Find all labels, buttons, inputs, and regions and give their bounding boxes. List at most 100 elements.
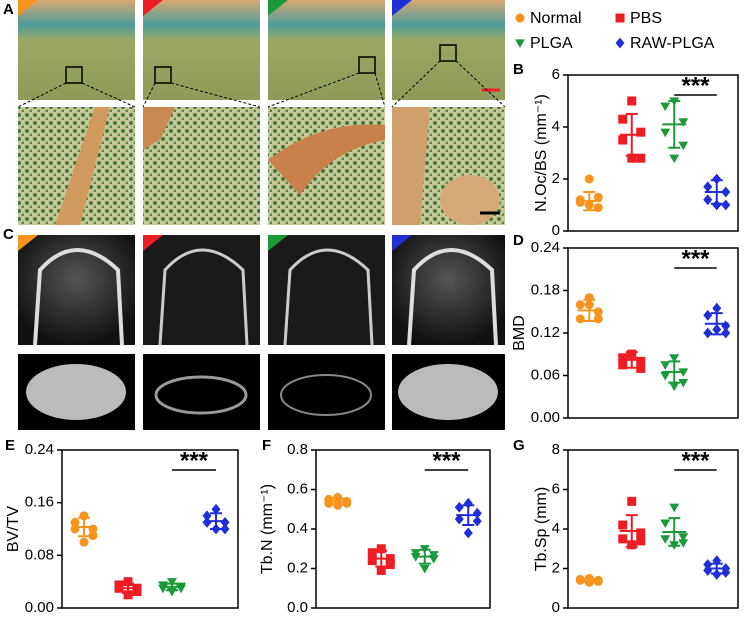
y-tick-label: 0.00 — [531, 409, 560, 426]
plot-frame — [567, 74, 739, 232]
point — [385, 560, 395, 570]
point — [202, 510, 212, 522]
point — [669, 382, 680, 392]
y-tick-label: 0.2 — [287, 559, 308, 576]
point — [575, 314, 585, 324]
point — [669, 154, 680, 164]
point — [660, 128, 671, 138]
error-bar — [668, 517, 681, 547]
point — [721, 567, 731, 578]
point — [660, 519, 671, 529]
point — [123, 590, 133, 600]
point — [636, 528, 646, 538]
y-tick-label: 0.00 — [25, 599, 54, 616]
error-bar — [166, 582, 178, 592]
histology-top — [18, 0, 505, 100]
y-tick-label: 0.0 — [287, 599, 308, 616]
y-tick-label: 0 — [552, 222, 560, 239]
error-bar — [668, 360, 681, 384]
point — [660, 371, 671, 381]
point — [176, 584, 186, 594]
panel-label: D — [513, 232, 524, 249]
point — [703, 309, 713, 321]
y-tick-label: 2 — [552, 559, 560, 576]
error-bar — [583, 577, 596, 583]
y-tick-label: 0.12 — [531, 324, 560, 341]
plot-frame — [61, 449, 239, 609]
error-bar — [668, 100, 681, 149]
error-bar — [625, 514, 638, 548]
point — [636, 127, 646, 137]
y-tick-label: 0.4 — [287, 520, 308, 537]
point — [669, 503, 680, 513]
y-tick-label: 0.24 — [25, 441, 54, 458]
error-bar — [122, 582, 134, 594]
point — [70, 517, 80, 527]
error-bar — [331, 497, 344, 506]
point — [712, 302, 722, 314]
panel-label: G — [513, 437, 525, 454]
panel-label: B — [513, 61, 524, 78]
point — [593, 314, 603, 324]
y-tick-label: 6 — [552, 480, 560, 497]
point — [712, 199, 722, 211]
micro-ct — [18, 235, 505, 430]
point — [678, 378, 689, 388]
point — [678, 141, 689, 151]
point — [636, 153, 646, 163]
legend-label: RAW-PLGA — [630, 35, 715, 52]
image-panels: A C — [3, 0, 506, 430]
error-bar — [625, 113, 638, 157]
point — [618, 360, 628, 370]
error-bar — [78, 516, 90, 538]
point — [678, 118, 689, 127]
error-bar — [583, 191, 596, 212]
point — [721, 199, 731, 211]
point — [123, 577, 133, 587]
point — [636, 536, 646, 546]
significance-label: *** — [180, 447, 209, 474]
point — [627, 496, 637, 506]
point — [367, 556, 377, 566]
panel-label: A — [3, 1, 14, 18]
point — [158, 584, 168, 594]
panel-label: C — [3, 226, 14, 243]
y-tick-label: 0 — [552, 599, 560, 616]
point — [669, 354, 680, 363]
error-bar — [375, 549, 388, 568]
point — [703, 194, 713, 206]
point — [678, 539, 689, 548]
point — [636, 363, 646, 373]
point — [712, 173, 722, 185]
error-bar — [210, 512, 222, 530]
point — [618, 534, 628, 544]
point — [618, 114, 628, 124]
error-bar — [710, 312, 723, 336]
point — [627, 153, 637, 163]
y-tick-label: 0.18 — [531, 281, 560, 298]
significance-label: *** — [681, 245, 710, 272]
y-tick-label: 4 — [552, 520, 560, 537]
y-tick-label: 0.24 — [531, 239, 560, 256]
point — [584, 174, 594, 184]
y-tick-label: 4 — [552, 118, 560, 135]
y-axis-label: BV/TV — [5, 506, 22, 553]
error-bar — [418, 548, 431, 565]
point — [618, 135, 628, 145]
error-bar — [625, 351, 638, 369]
y-axis-label: Tb.N (mm⁻¹) — [259, 484, 276, 574]
y-tick-label: 0.08 — [25, 546, 54, 563]
panel-label: F — [262, 437, 271, 454]
error-bar — [710, 179, 723, 205]
point — [367, 548, 377, 558]
point — [703, 181, 713, 193]
point — [376, 565, 386, 575]
zoom-lines — [17, 60, 506, 108]
point — [593, 192, 603, 202]
point — [660, 535, 671, 544]
legend-label: Normal — [530, 10, 582, 27]
point — [721, 327, 731, 339]
y-axis-label: Tb.Sp (mm) — [533, 487, 550, 571]
point — [220, 517, 230, 528]
y-tick-label: 6 — [552, 66, 560, 83]
